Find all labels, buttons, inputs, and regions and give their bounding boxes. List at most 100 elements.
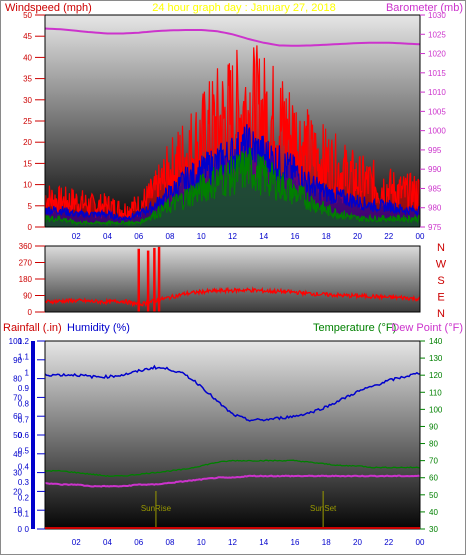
barometer-tick-label: 1000 bbox=[428, 127, 446, 136]
hour-tick-label: 02 bbox=[72, 232, 81, 241]
wind-tick-label: 10 bbox=[23, 181, 32, 190]
sunrise-label: SunRise bbox=[141, 504, 172, 513]
hour-tick-label: 12 bbox=[228, 538, 237, 547]
rain-tick-label: 1.2 bbox=[18, 337, 30, 346]
dewpoint-axis-label: Dew Point (°F) bbox=[391, 322, 463, 334]
wind-low-series bbox=[45, 147, 420, 227]
hour-tick-label: 12 bbox=[228, 232, 237, 241]
barometer-tick-label: 975 bbox=[428, 223, 442, 232]
temperature-axis-label: Temperature (°F) bbox=[313, 322, 396, 334]
barometer-tick-label: 1010 bbox=[428, 88, 446, 97]
rain-tick-label: 0.4 bbox=[18, 462, 30, 471]
hour-tick-label: 16 bbox=[291, 538, 300, 547]
temperature-series bbox=[45, 459, 420, 478]
humidity-tick-label: 50 bbox=[13, 431, 22, 440]
hour-tick-label: 20 bbox=[353, 232, 362, 241]
wind-tick-label: 45 bbox=[23, 32, 32, 41]
humidity-tick-label: 0 bbox=[18, 525, 23, 534]
humidity-tick-label: 40 bbox=[13, 450, 22, 459]
rain-tick-label: 0.1 bbox=[18, 509, 30, 518]
temperature-tick-label: 70 bbox=[429, 457, 438, 466]
direction-tick-label: 90 bbox=[23, 292, 32, 301]
temperature-tick-label: 80 bbox=[429, 440, 438, 449]
humidity-axis-label: Humidity (%) bbox=[67, 322, 130, 334]
humidity-tick-label: 70 bbox=[13, 393, 22, 402]
hour-tick-label: 14 bbox=[259, 232, 268, 241]
wind-tick-label: 5 bbox=[28, 202, 33, 211]
rain-tick-label: 0 bbox=[25, 525, 30, 534]
temperature-tick-label: 120 bbox=[429, 371, 443, 380]
rain-tick-label: 0.3 bbox=[18, 478, 30, 487]
wind-tick-label: 35 bbox=[23, 75, 32, 84]
barometer-tick-label: 990 bbox=[428, 165, 442, 174]
rain-tick-label: 0.5 bbox=[18, 447, 30, 456]
hour-tick-label: 16 bbox=[291, 232, 300, 241]
rain-tick-label: 1 bbox=[25, 368, 30, 377]
rain-tick-label: 0.9 bbox=[18, 384, 30, 393]
hour-tick-label: 08 bbox=[166, 232, 175, 241]
temperature-tick-label: 100 bbox=[429, 405, 443, 414]
dew-point-series bbox=[45, 474, 420, 488]
wind-tick-label: 20 bbox=[23, 138, 32, 147]
compass-label: S bbox=[437, 275, 444, 287]
hour-tick-label: 00 bbox=[416, 232, 425, 241]
wind-average-series-fill bbox=[45, 124, 420, 227]
windspeed-axis-label: Windspeed (mph) bbox=[5, 2, 92, 14]
hour-tick-label: 18 bbox=[322, 232, 331, 241]
hour-tick-label: 06 bbox=[134, 232, 143, 241]
hour-tick-label: 04 bbox=[103, 232, 112, 241]
rain-tick-label: 0.2 bbox=[18, 494, 30, 503]
temperature-tick-label: 90 bbox=[429, 422, 438, 431]
barometer-tick-label: 1025 bbox=[428, 30, 446, 39]
hour-tick-label: 06 bbox=[134, 538, 143, 547]
wind-tick-label: 50 bbox=[23, 11, 32, 20]
compass-label: E bbox=[437, 292, 444, 304]
temperature-tick-label: 60 bbox=[429, 474, 438, 483]
compass-label: N bbox=[437, 242, 445, 254]
hour-tick-label: 22 bbox=[384, 538, 393, 547]
rain-tick-label: 0.8 bbox=[18, 400, 30, 409]
humidity-temperature-plot-area bbox=[45, 341, 420, 529]
humidity-tick-label: 100 bbox=[9, 337, 23, 346]
direction-tick-label: 0 bbox=[28, 308, 33, 317]
barometer-tick-label: 1020 bbox=[428, 50, 446, 59]
barometer-tick-label: 1030 bbox=[428, 11, 446, 20]
wind-tick-label: 15 bbox=[23, 159, 32, 168]
hour-tick-label: 04 bbox=[103, 538, 112, 547]
humidity-series bbox=[45, 364, 420, 422]
hour-tick-label: 22 bbox=[384, 232, 393, 241]
hour-tick-label: 00 bbox=[416, 538, 425, 547]
temperature-tick-label: 50 bbox=[429, 491, 438, 500]
humidity-tick-label: 80 bbox=[13, 375, 22, 384]
wind-tick-label: 40 bbox=[23, 53, 32, 62]
hour-tick-label: 02 bbox=[72, 538, 81, 547]
chart-title: 24 hour graph day : January 27, 2018 bbox=[152, 2, 335, 14]
hour-tick-label: 10 bbox=[197, 232, 206, 241]
temperature-tick-label: 140 bbox=[429, 337, 443, 346]
wind-tick-label: 30 bbox=[23, 96, 32, 105]
barometer-series bbox=[45, 27, 420, 47]
humidity-tick-label: 20 bbox=[13, 487, 22, 496]
temperature-tick-label: 130 bbox=[429, 354, 443, 363]
direction-tick-label: 360 bbox=[19, 242, 33, 251]
humidity-tick-label: 10 bbox=[13, 506, 22, 515]
rain-scale-bar bbox=[31, 341, 35, 529]
hour-tick-label: 18 bbox=[322, 538, 331, 547]
humidity-tick-label: 30 bbox=[13, 469, 22, 478]
rain-tick-label: 0.7 bbox=[18, 415, 30, 424]
wind-average-series bbox=[45, 124, 420, 223]
barometer-tick-label: 995 bbox=[428, 146, 442, 155]
direction-tick-label: 270 bbox=[19, 259, 33, 268]
temperature-tick-label: 40 bbox=[429, 508, 438, 517]
wind-direction-series bbox=[45, 286, 420, 308]
humidity-tick-label: 60 bbox=[13, 412, 22, 421]
temperature-tick-label: 110 bbox=[429, 388, 442, 397]
direction-tick-label: 180 bbox=[19, 275, 33, 284]
humidity-tick-label: 90 bbox=[13, 356, 22, 365]
rainfall-axis-label: Rainfall (.in) bbox=[3, 322, 62, 334]
wind-tick-label: 25 bbox=[23, 117, 32, 126]
barometer-tick-label: 980 bbox=[428, 204, 442, 213]
hour-tick-label: 08 bbox=[166, 538, 175, 547]
sunset-label: SunSet bbox=[310, 504, 337, 513]
